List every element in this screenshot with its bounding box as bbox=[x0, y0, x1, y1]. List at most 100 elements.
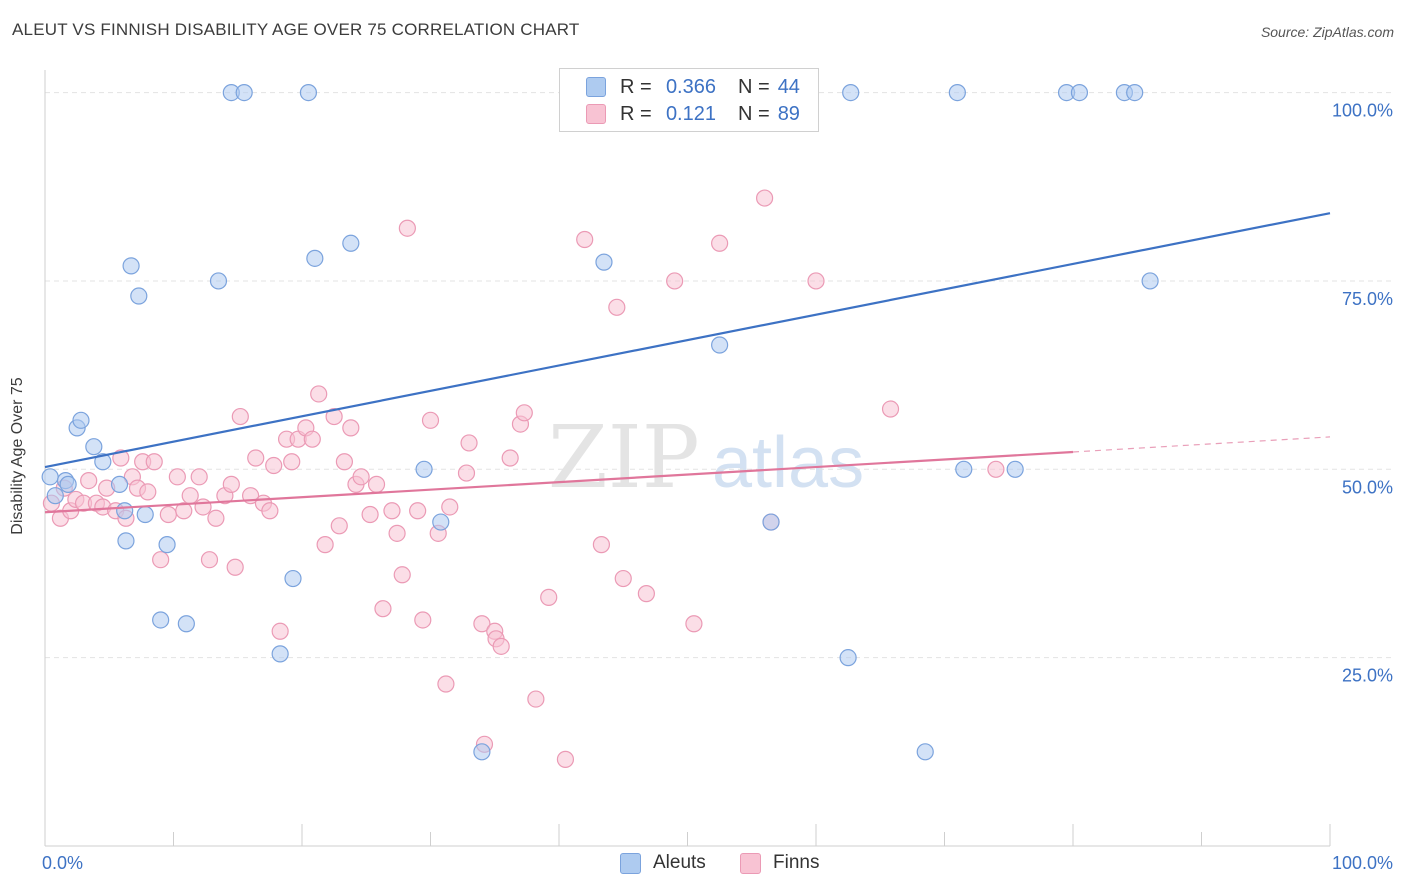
finns-point-22 bbox=[181, 487, 199, 505]
finns-point-11 bbox=[112, 449, 130, 467]
finns-point-51 bbox=[367, 475, 386, 493]
trend-lines bbox=[44, 212, 1331, 514]
finns-point-26 bbox=[207, 509, 225, 527]
aleuts-point-21 bbox=[299, 84, 318, 102]
finns-point-21 bbox=[175, 502, 193, 520]
legend-row-aleuts: R = 0.366 N = 44 bbox=[586, 74, 800, 100]
finns-point-50 bbox=[361, 505, 379, 524]
aleuts-point-2 bbox=[59, 475, 77, 493]
finns-point-65 bbox=[473, 615, 491, 633]
aleuts-point-35 bbox=[948, 84, 966, 102]
n-label: N = bbox=[738, 102, 770, 125]
gridlines bbox=[45, 92, 1395, 659]
finns-point-81 bbox=[666, 272, 684, 290]
stats-legend: R = 0.366 N = 44 R = 0.121 N = 89 bbox=[559, 68, 819, 132]
y-tick-label-3: 100.0% bbox=[1332, 101, 1393, 121]
finns-point-64 bbox=[460, 434, 478, 452]
finns-point-74 bbox=[540, 588, 558, 606]
r-label: R = bbox=[620, 102, 652, 125]
finns-point-78 bbox=[608, 298, 626, 316]
finns-point-38 bbox=[283, 453, 301, 471]
finns-point-83 bbox=[711, 234, 729, 252]
finns-point-57 bbox=[409, 502, 427, 520]
finns-point-70 bbox=[501, 449, 519, 467]
finns-point-6 bbox=[80, 472, 98, 490]
finns-point-59 bbox=[421, 411, 440, 429]
watermark-atlas: atlas bbox=[712, 423, 864, 503]
finns-point-24 bbox=[194, 498, 212, 516]
aleuts-point-23 bbox=[342, 234, 360, 252]
aleuts-point-30 bbox=[711, 336, 729, 354]
aleuts-point-18 bbox=[235, 84, 253, 102]
aleuts-point-36 bbox=[955, 460, 973, 478]
finns-point-54 bbox=[388, 524, 406, 542]
finns-point-75 bbox=[556, 750, 575, 768]
legend-item-finns[interactable]: Finns bbox=[740, 852, 819, 874]
r-label: R = bbox=[620, 75, 652, 98]
finns-series bbox=[42, 189, 1005, 768]
aleuts-point-12 bbox=[136, 505, 154, 524]
axes bbox=[44, 70, 1331, 847]
aleuts-point-26 bbox=[473, 743, 491, 761]
finns-point-69 bbox=[492, 637, 510, 655]
y-tick-label-0: 25.0% bbox=[1342, 666, 1393, 686]
chart-title: ALEUT VS FINNISH DISABILITY AGE OVER 75 … bbox=[12, 20, 580, 39]
aleuts-point-27 bbox=[595, 253, 613, 271]
aleuts-swatch bbox=[586, 77, 606, 97]
finns-point-88 bbox=[987, 460, 1005, 478]
aleuts-point-15 bbox=[177, 615, 195, 633]
aleuts-point-4 bbox=[72, 411, 90, 429]
y-tick-label-2: 75.0% bbox=[1342, 289, 1393, 309]
finns-point-25 bbox=[200, 551, 219, 569]
finns-r-value: 0.121 bbox=[665, 102, 716, 125]
aleuts-point-13 bbox=[152, 611, 170, 629]
finns-point-84 bbox=[755, 189, 774, 207]
aleuts-point-25 bbox=[432, 513, 450, 531]
finns-point-62 bbox=[441, 498, 459, 516]
tick-labels: 25.0% 50.0% 75.0% 100.0% 0.0% 100.0% bbox=[42, 101, 1393, 873]
finns-point-32 bbox=[247, 449, 265, 467]
aleuts-legend-swatch bbox=[620, 852, 641, 874]
finns-point-56 bbox=[398, 219, 416, 237]
legend-item-aleuts[interactable]: Aleuts bbox=[620, 852, 706, 874]
finns-point-20 bbox=[168, 468, 186, 486]
watermark: ZIP atlas bbox=[548, 408, 864, 508]
finns-point-17 bbox=[145, 453, 163, 471]
finns-point-36 bbox=[271, 622, 289, 640]
finns-point-73 bbox=[527, 690, 545, 708]
aleuts-trend-line bbox=[44, 212, 1331, 469]
finns-point-46 bbox=[335, 453, 354, 471]
aleuts-point-20 bbox=[284, 569, 302, 588]
aleuts-point-31 bbox=[762, 513, 780, 531]
finns-legend-swatch bbox=[740, 852, 761, 874]
finns-point-63 bbox=[457, 464, 476, 482]
watermark-zip: ZIP bbox=[548, 408, 700, 508]
finns-point-49 bbox=[352, 468, 370, 486]
aleuts-point-34 bbox=[916, 743, 934, 761]
finns-point-44 bbox=[325, 407, 343, 426]
x-tick-label-0: 0.0% bbox=[42, 853, 83, 873]
finns-point-19 bbox=[159, 505, 177, 524]
y-axis-label: Disability Age Over 75 bbox=[9, 377, 26, 535]
finns-point-72 bbox=[515, 404, 533, 422]
n-label: N = bbox=[738, 75, 770, 98]
aleuts-point-0 bbox=[41, 468, 59, 486]
finns-n-value: 89 bbox=[777, 102, 800, 125]
finns-point-77 bbox=[592, 536, 611, 554]
aleuts-legend-label: Aleuts bbox=[653, 852, 706, 873]
aleuts-point-42 bbox=[1141, 272, 1159, 290]
finns-point-35 bbox=[265, 456, 283, 475]
aleuts-point-24 bbox=[415, 460, 433, 478]
aleuts-point-9 bbox=[117, 532, 135, 550]
finns-point-80 bbox=[637, 585, 655, 603]
aleuts-point-16 bbox=[209, 272, 228, 290]
aleuts-r-value: 0.366 bbox=[665, 75, 716, 98]
aleuts-point-6 bbox=[94, 453, 112, 471]
aleuts-point-22 bbox=[306, 249, 324, 267]
finns-point-42 bbox=[310, 385, 328, 403]
bottom-legend: Aleuts Finns bbox=[0, 852, 1406, 878]
finns-swatch bbox=[586, 104, 606, 124]
finns-point-87 bbox=[881, 400, 900, 418]
aleuts-point-41 bbox=[1126, 84, 1144, 102]
